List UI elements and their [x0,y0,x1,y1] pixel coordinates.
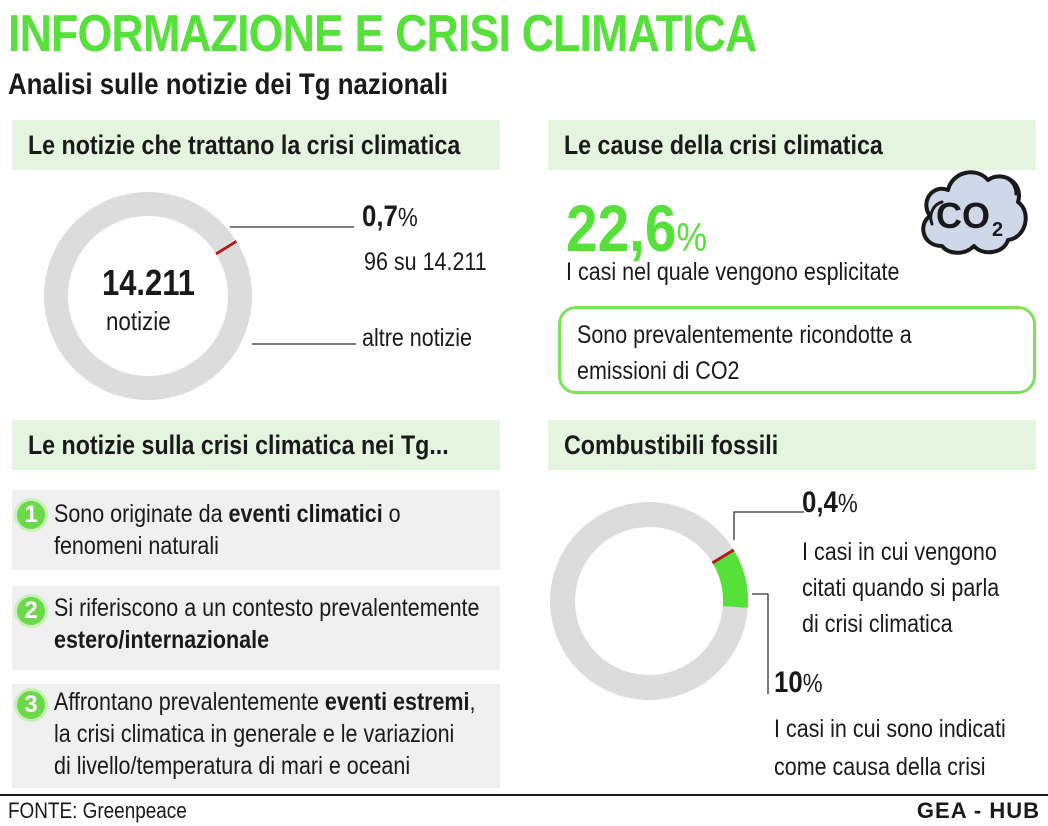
number-badge: 1 [14,498,48,532]
donut-total: 14.211 [102,262,195,303]
section-news-share: Le notizie che trattano la crisi climati… [12,120,500,170]
leader-line-other [252,343,356,345]
donut-slice-cited [711,548,735,565]
svg-text:2: 2 [992,219,1003,241]
leader-line-highlight [230,226,354,228]
list-item-text: Si riferiscono a un contesto prevalentem… [54,594,480,654]
footer-source: FONTE: Greenpeace [8,798,187,823]
footer-brand: GEA - HUB [916,798,1040,823]
list-item: 2 Si riferiscono a un contesto prevalent… [12,586,500,670]
causes-caption: I casi nel quale vengono esplicitate [566,258,900,286]
co2-cloud-icon: CO 2 [921,170,1028,255]
section-news-in-tg: Le notizie sulla crisi climatica nei Tg.… [12,420,500,470]
donut-chart-fossil [550,501,748,700]
list-item-text: Affrontano prevalentemente eventi estrem… [54,688,476,780]
callout-text: Sono prevalentemente ricondotte a emissi… [577,321,912,385]
svg-text:CO: CO [936,195,990,236]
section-causes: Le cause della crisi climatica [548,120,1036,170]
news-other-label: altre notizie [362,324,472,352]
section-fossil: Combustibili fossili [548,420,1036,470]
causes-value: 22,6% [566,191,708,265]
list-item: 1 Sono originate da eventi climatici o f… [12,490,500,570]
donut-chart-news-share [44,192,253,401]
fossil-small-value: 0,4% [802,486,858,519]
news-highlight-detail: 96 su 14.211 [364,248,487,276]
leader-line-small [733,511,804,540]
list-item: 3 Affrontano prevalentemente eventi estr… [12,684,500,788]
fossil-large-caption: I casi in cui sono indicati come causa d… [774,715,1006,781]
donut-slice-cause [711,548,748,608]
page-title: INFORMAZIONE E CRISI CLIMATICA [8,5,757,63]
page-subtitle: Analisi sulle notizie dei Tg nazionali [8,68,449,101]
donut-slice-highlight [215,240,238,256]
causes-callout: Sono prevalentemente ricondotte a emissi… [558,306,1036,394]
list-item-text: Sono originate da eventi climatici o fen… [54,500,401,560]
fossil-small-caption: I casi in cui vengono citati quando si p… [802,538,1000,638]
donut-slice-other [550,501,748,700]
number-badge: 2 [14,594,48,628]
footer-divider [0,794,1048,796]
fossil-large-value: 10% [774,666,823,699]
leader-line-large [752,593,769,694]
news-highlight-value: 0,7% [362,200,418,233]
donut-total-unit: notizie [106,306,171,336]
number-badge: 3 [14,688,48,722]
